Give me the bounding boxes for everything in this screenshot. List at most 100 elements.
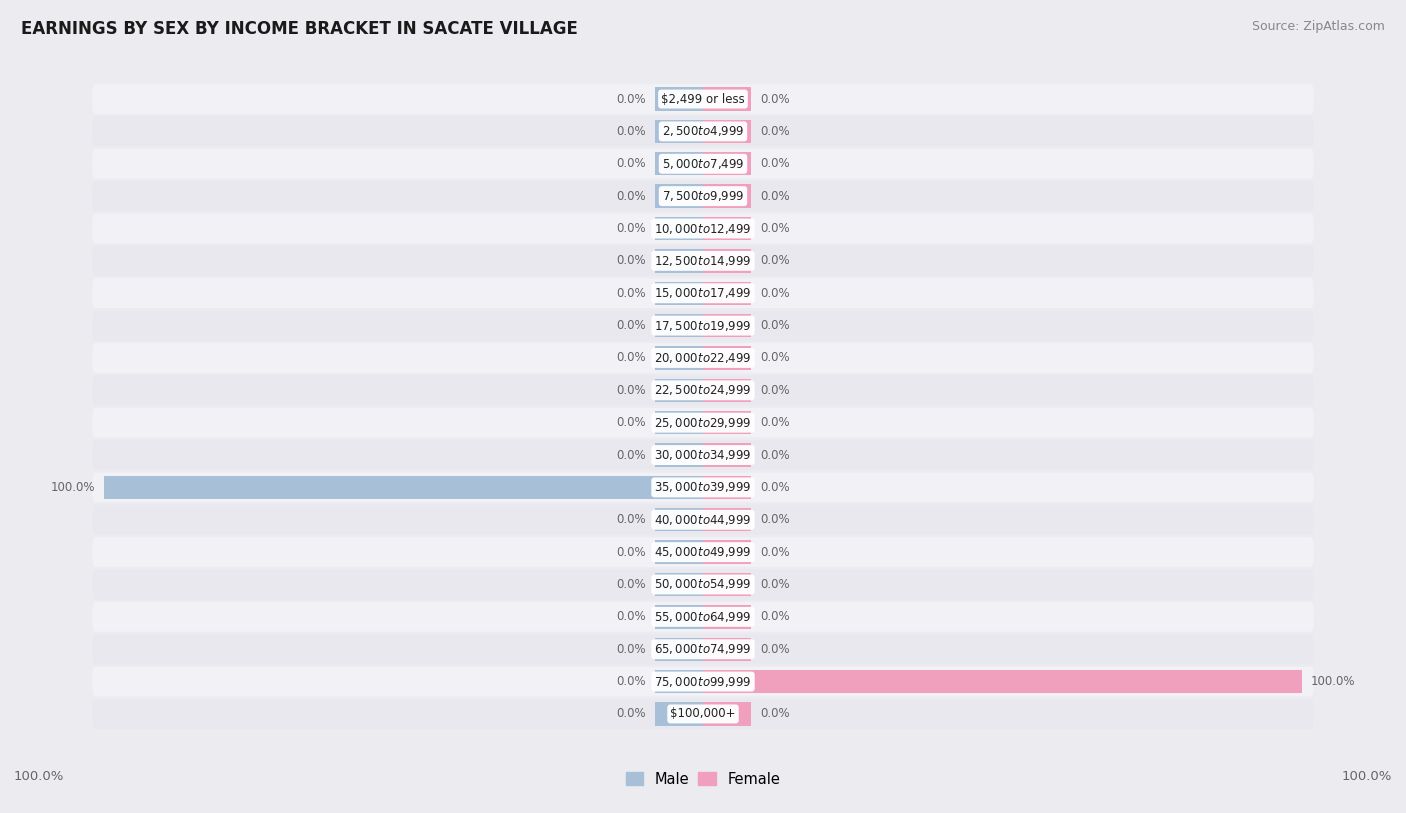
Text: 100.0%: 100.0% [14,770,65,783]
Text: 0.0%: 0.0% [616,384,647,397]
Bar [703,541,751,563]
Text: 100.0%: 100.0% [1310,675,1355,688]
Text: 0.0%: 0.0% [616,707,647,720]
Text: 0.0%: 0.0% [616,93,647,106]
Text: 0.0%: 0.0% [616,675,647,688]
FancyBboxPatch shape [93,602,1313,632]
Text: 0.0%: 0.0% [616,416,647,429]
FancyBboxPatch shape [93,116,1313,146]
Bar [703,702,751,725]
Text: 0.0%: 0.0% [616,287,647,300]
Bar [703,281,751,305]
Bar [655,702,703,725]
Bar [703,605,751,628]
Bar [655,670,703,693]
FancyBboxPatch shape [93,440,1313,470]
Text: 0.0%: 0.0% [759,189,790,202]
FancyBboxPatch shape [93,472,1313,502]
Text: 0.0%: 0.0% [759,546,790,559]
Text: 0.0%: 0.0% [616,125,647,138]
Text: 0.0%: 0.0% [616,643,647,656]
Text: $35,000 to $39,999: $35,000 to $39,999 [654,480,752,494]
Text: $30,000 to $34,999: $30,000 to $34,999 [654,448,752,462]
Text: $15,000 to $17,499: $15,000 to $17,499 [654,286,752,300]
FancyBboxPatch shape [93,408,1313,437]
Text: $50,000 to $54,999: $50,000 to $54,999 [654,577,752,592]
Text: $12,500 to $14,999: $12,500 to $14,999 [654,254,752,267]
Text: 0.0%: 0.0% [616,611,647,624]
Text: 0.0%: 0.0% [759,481,790,494]
Text: 0.0%: 0.0% [759,222,790,235]
FancyBboxPatch shape [93,246,1313,276]
Text: $65,000 to $74,999: $65,000 to $74,999 [654,642,752,656]
Text: $100,000+: $100,000+ [671,707,735,720]
Text: 0.0%: 0.0% [759,125,790,138]
Text: 0.0%: 0.0% [616,578,647,591]
Text: 0.0%: 0.0% [759,351,790,364]
Bar [703,250,751,272]
Text: $2,500 to $4,999: $2,500 to $4,999 [662,124,744,138]
Text: $75,000 to $99,999: $75,000 to $99,999 [654,675,752,689]
Text: 0.0%: 0.0% [616,351,647,364]
Text: $5,000 to $7,499: $5,000 to $7,499 [662,157,744,171]
Bar [703,88,751,111]
Bar [655,443,703,467]
Bar [703,120,751,143]
Text: $17,500 to $19,999: $17,500 to $19,999 [654,319,752,333]
Bar [655,411,703,434]
Bar [655,379,703,402]
Text: $55,000 to $64,999: $55,000 to $64,999 [654,610,752,624]
Text: $7,500 to $9,999: $7,500 to $9,999 [662,189,744,203]
FancyBboxPatch shape [93,537,1313,567]
Bar [703,346,751,370]
Bar [655,152,703,176]
Text: EARNINGS BY SEX BY INCOME BRACKET IN SACATE VILLAGE: EARNINGS BY SEX BY INCOME BRACKET IN SAC… [21,20,578,38]
Bar [655,217,703,240]
FancyBboxPatch shape [93,343,1313,373]
Bar [655,250,703,272]
Text: 0.0%: 0.0% [759,157,790,170]
Text: $20,000 to $22,499: $20,000 to $22,499 [654,351,752,365]
Bar [703,573,751,596]
Bar [703,508,751,532]
FancyBboxPatch shape [93,214,1313,243]
Bar [703,443,751,467]
Text: 0.0%: 0.0% [759,93,790,106]
FancyBboxPatch shape [93,149,1313,179]
FancyBboxPatch shape [93,278,1313,308]
Bar [655,120,703,143]
Text: 0.0%: 0.0% [616,222,647,235]
Text: 0.0%: 0.0% [616,254,647,267]
FancyBboxPatch shape [93,634,1313,664]
Bar [655,281,703,305]
Text: 0.0%: 0.0% [759,643,790,656]
Bar [655,185,703,208]
Text: 0.0%: 0.0% [616,546,647,559]
Bar [703,314,751,337]
Text: 0.0%: 0.0% [759,707,790,720]
Bar [655,541,703,563]
Text: 0.0%: 0.0% [759,254,790,267]
FancyBboxPatch shape [93,311,1313,341]
Text: 0.0%: 0.0% [616,189,647,202]
Text: Source: ZipAtlas.com: Source: ZipAtlas.com [1251,20,1385,33]
Text: 0.0%: 0.0% [616,513,647,526]
Bar [655,573,703,596]
Bar [703,185,751,208]
FancyBboxPatch shape [93,85,1313,114]
Bar [655,637,703,661]
Text: 0.0%: 0.0% [759,416,790,429]
Text: 0.0%: 0.0% [759,578,790,591]
Text: 100.0%: 100.0% [51,481,96,494]
Text: 0.0%: 0.0% [759,319,790,332]
Bar [703,152,751,176]
Text: 0.0%: 0.0% [759,513,790,526]
Text: 0.0%: 0.0% [759,611,790,624]
Bar [703,379,751,402]
Bar [655,314,703,337]
Legend: Male, Female: Male, Female [620,766,786,793]
FancyBboxPatch shape [93,570,1313,599]
Bar [703,411,751,434]
FancyBboxPatch shape [93,505,1313,535]
Text: 0.0%: 0.0% [759,287,790,300]
